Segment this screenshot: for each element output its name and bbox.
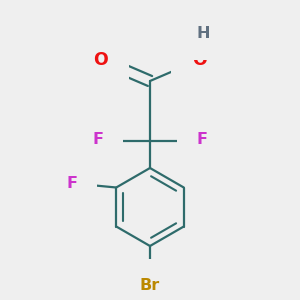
Text: F: F: [196, 132, 207, 147]
Text: Br: Br: [140, 278, 160, 293]
Text: O: O: [192, 51, 207, 69]
Text: F: F: [93, 132, 104, 147]
Text: H: H: [197, 26, 210, 40]
Text: O: O: [93, 51, 108, 69]
Text: F: F: [67, 176, 78, 190]
